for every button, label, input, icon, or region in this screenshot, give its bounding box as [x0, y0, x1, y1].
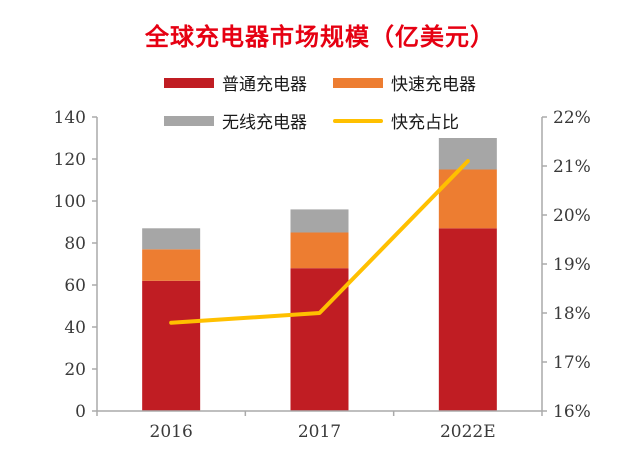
legend-item-fast: 快速充电器 [333, 70, 476, 95]
bar-segment-2016-ordinary [142, 280, 201, 411]
left-axis-tick-label: 60 [64, 276, 86, 296]
left-axis-tick-label: 20 [64, 360, 86, 380]
legend-label-fast: 快速充电器 [391, 75, 476, 94]
right-axis-tick-label: 21% [553, 157, 591, 177]
bar-segment-2017-wireless [290, 209, 349, 233]
bar-segment-2017-fast [290, 232, 349, 269]
right-axis-tick-label: 19% [553, 255, 591, 275]
left-axis-tick-label: 0 [75, 402, 86, 422]
legend-item-wireless: 无线充电器 [164, 108, 307, 133]
legend-item-ratio: 快充占比 [333, 108, 476, 133]
bar-segment-2022E-wireless [438, 138, 497, 170]
bar-segment-2022E-fast [438, 169, 497, 229]
chart-title: 全球充电器市场规模（亿美元） [145, 24, 495, 51]
bar-segment-2022E-ordinary [438, 228, 497, 411]
fast-charge-ratio-line-icon [333, 118, 383, 123]
bar-segment-2016-wireless [142, 228, 201, 250]
right-axis-tick-label: 20% [553, 206, 591, 226]
x-axis-category-label: 2017 [298, 422, 341, 442]
x-axis-category-label: 2016 [150, 422, 193, 442]
right-axis-tick-label: 18% [553, 304, 591, 324]
left-axis-tick-label: 100 [54, 192, 86, 212]
right-axis-tick-label: 16% [553, 402, 591, 422]
fast-charge-ratio-line [169, 159, 470, 325]
ordinary-charger-swatch-icon [164, 77, 214, 88]
right-axis-tick-label: 17% [553, 353, 591, 373]
legend-label-wireless: 无线充电器 [222, 113, 307, 132]
right-axis-tick-label: 22% [553, 108, 591, 128]
x-axis-category-label: 2022E [440, 422, 496, 442]
left-axis-tick-label: 140 [54, 108, 86, 128]
left-axis-tick-label: 80 [64, 234, 86, 254]
left-axis-tick-label: 120 [54, 150, 86, 170]
legend-label-ordinary: 普通充电器 [222, 75, 307, 94]
legend-label-ratio: 快充占比 [391, 113, 459, 132]
wireless-charger-swatch-icon [164, 115, 214, 126]
bar-segment-2016-fast [142, 249, 201, 281]
legend: 普通充电器 快速充电器 无线充电器 快充占比 [164, 70, 476, 133]
fast-charger-swatch-icon [333, 77, 383, 88]
legend-item-ordinary: 普通充电器 [164, 70, 307, 95]
left-axis-tick-label: 40 [64, 318, 86, 338]
